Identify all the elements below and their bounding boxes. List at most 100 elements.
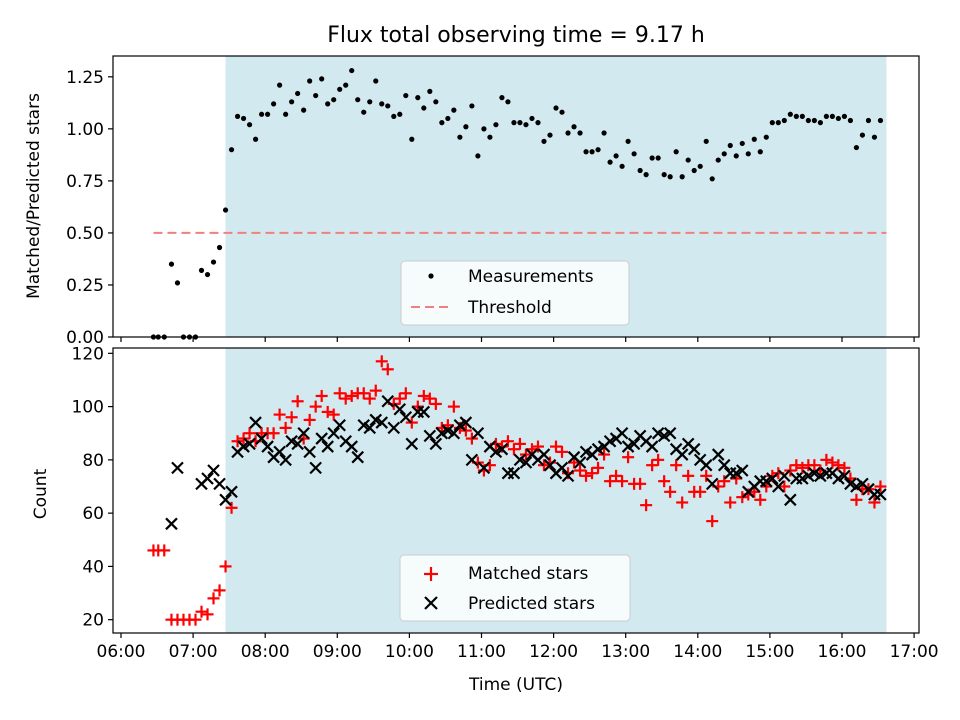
x-tick-label: 08:00: [241, 642, 290, 662]
predicted-star-point: [543, 458, 557, 472]
predicted-star-point: [363, 421, 377, 435]
predicted-star-point: [213, 477, 226, 491]
matched-star-point: [616, 475, 629, 488]
measurement-point: [775, 120, 781, 126]
matched-star-point: [513, 437, 526, 450]
measurement-point: [751, 136, 757, 142]
predicted-star-point: [663, 426, 677, 440]
matched-star-point: [285, 411, 298, 424]
matched-star-point: [796, 461, 809, 474]
matched-star-point: [339, 392, 352, 405]
x-tick-label: 14:00: [673, 642, 722, 662]
predicted-star-point: [207, 464, 220, 477]
measurement-point: [445, 115, 451, 122]
measurement-point: [252, 136, 259, 142]
matched-star-point: [207, 592, 220, 605]
matched-star-point: [501, 435, 514, 448]
predicted-star-point: [225, 485, 238, 499]
predicted-star-point: [249, 416, 262, 429]
predicted-star-point: [495, 442, 509, 456]
y-tick-label: 100: [72, 398, 104, 418]
measurement-point: [409, 136, 415, 142]
measurement-point: [451, 107, 457, 113]
measurement-point: [373, 78, 379, 84]
matched-star-point: [327, 408, 340, 421]
measurement-point: [463, 124, 469, 130]
measurement-point: [379, 101, 385, 107]
matched-star-point: [369, 384, 382, 397]
measurement-point: [216, 244, 223, 251]
predicted-star-point: [279, 453, 292, 467]
legend-matched-marker: [424, 567, 438, 581]
predicted-star-point: [327, 426, 340, 440]
measurement-point: [168, 261, 175, 267]
matched-star-point: [832, 459, 845, 472]
matched-star-point: [580, 469, 593, 482]
matched-star-point: [405, 416, 418, 429]
measurement-point: [571, 124, 577, 130]
predicted-star-point: [838, 469, 851, 483]
measurement-point: [829, 113, 835, 119]
matched-star-point: [243, 427, 256, 440]
predicted-star-point: [321, 440, 334, 453]
measurement-point: [427, 88, 433, 94]
matched-star-point: [459, 424, 472, 437]
predicted-star-point: [345, 440, 358, 453]
matched-star-point: [519, 448, 532, 461]
measurement-point: [325, 101, 331, 107]
predicted-star-point: [573, 456, 587, 469]
matched-star-point: [790, 459, 803, 472]
predicted-star-point: [375, 416, 389, 429]
predicted-star-point: [333, 418, 346, 432]
matched-star-point: [640, 499, 653, 512]
measurement-point: [835, 115, 841, 122]
measurement-point: [234, 113, 241, 119]
matched-star-point: [213, 584, 226, 597]
measurement-point: [763, 134, 769, 140]
measurement-point: [745, 151, 751, 157]
measurement-point: [541, 138, 547, 144]
measurement-point: [457, 134, 463, 140]
measurement-point: [499, 95, 505, 101]
measurement-point: [511, 120, 517, 126]
ratio-legend-box: [400, 260, 630, 326]
predicted-star-point: [297, 426, 310, 440]
matched-star-point: [423, 392, 436, 405]
matched-star-point: [850, 493, 863, 506]
measurement-point: [258, 111, 265, 117]
matched-star-point: [874, 480, 887, 493]
measurement-point: [246, 122, 253, 128]
predicted-star-point: [874, 488, 887, 501]
measurement-point: [577, 130, 583, 136]
ratio-x-ticks: [120, 337, 915, 342]
x-tick-label: 16:00: [818, 642, 867, 662]
matched-star-point: [658, 475, 671, 488]
x-axis-label: Time (UTC): [468, 675, 563, 695]
legend-predicted-marker: [424, 596, 438, 610]
matched-star-point: [550, 440, 563, 453]
legend-predicted-label: Predicted stars: [468, 594, 595, 614]
matched-star-point: [784, 464, 797, 477]
measurement-point: [589, 149, 595, 155]
measurement-point: [174, 280, 181, 286]
matched-star-point: [604, 475, 617, 488]
matched-star-point: [820, 453, 833, 466]
measurement-point: [475, 153, 481, 159]
measurement-point: [204, 271, 211, 278]
matched-star-point: [754, 493, 767, 506]
matched-star-point: [417, 389, 430, 402]
predicted-star-point: [687, 442, 701, 456]
measurement-point: [505, 99, 511, 105]
predicted-star-point: [537, 448, 551, 461]
legend-measurements-marker: [428, 273, 434, 279]
matched-star-point: [724, 496, 737, 509]
matched-star-point: [664, 485, 677, 498]
measurement-point: [667, 174, 673, 180]
predicted-star-point: [255, 432, 268, 445]
measurement-point: [493, 122, 499, 128]
predicted-star-point: [615, 426, 629, 440]
measurement-point: [805, 117, 811, 124]
matched-star-point: [537, 459, 550, 472]
y-tick-label: 0.75: [66, 172, 104, 192]
matched-star-point: [345, 389, 358, 402]
